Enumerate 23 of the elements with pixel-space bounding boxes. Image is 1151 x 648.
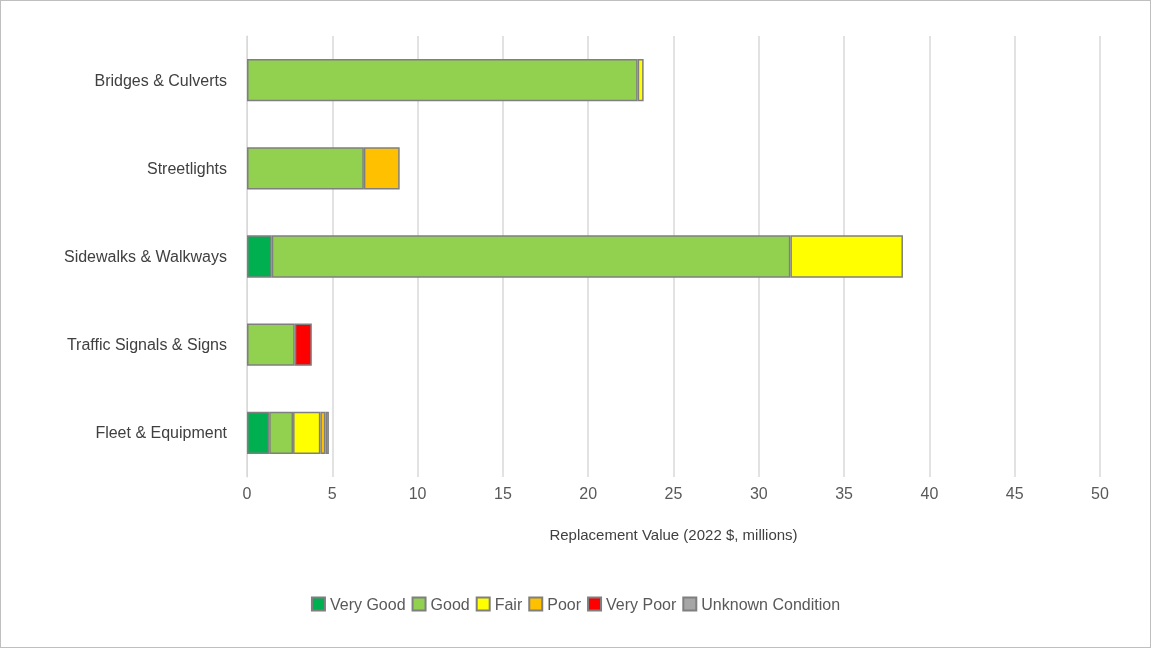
- x-tick-label: 5: [327, 484, 337, 502]
- y-tick-label: Traffic Signals & Signs: [66, 336, 227, 354]
- x-tick-label: 0: [242, 484, 252, 502]
- legend-label: Fair: [494, 595, 523, 613]
- y-tick-label: Sidewalks & Walkways: [63, 248, 227, 265]
- legend-label: Good: [430, 595, 470, 613]
- y-tick-label: Bridges & Culverts: [94, 71, 227, 89]
- legend-label: Poor: [547, 595, 582, 613]
- x-tick-label: 25: [664, 484, 683, 502]
- x-tick-label: 45: [1005, 484, 1024, 502]
- x-tick-label: 30: [749, 484, 768, 502]
- x-tick-label: 50: [1091, 484, 1109, 502]
- x-tick-label: 10: [408, 484, 427, 502]
- x-tick-label: 35: [835, 484, 854, 502]
- x-tick-label: 15: [494, 484, 512, 502]
- x-tick-label: 40: [920, 484, 939, 502]
- legend-label: Very Poor: [606, 595, 677, 613]
- legend-label: Very Good: [329, 595, 406, 613]
- x-tick-label: 20: [579, 484, 598, 502]
- y-tick-label: Streetlights: [146, 159, 227, 177]
- legend-label: Unknown Condition: [701, 595, 841, 613]
- x-axis-title: Replacement Value (2022 $, millions): [549, 526, 798, 543]
- y-tick-label: Fleet & Equipment: [95, 424, 228, 442]
